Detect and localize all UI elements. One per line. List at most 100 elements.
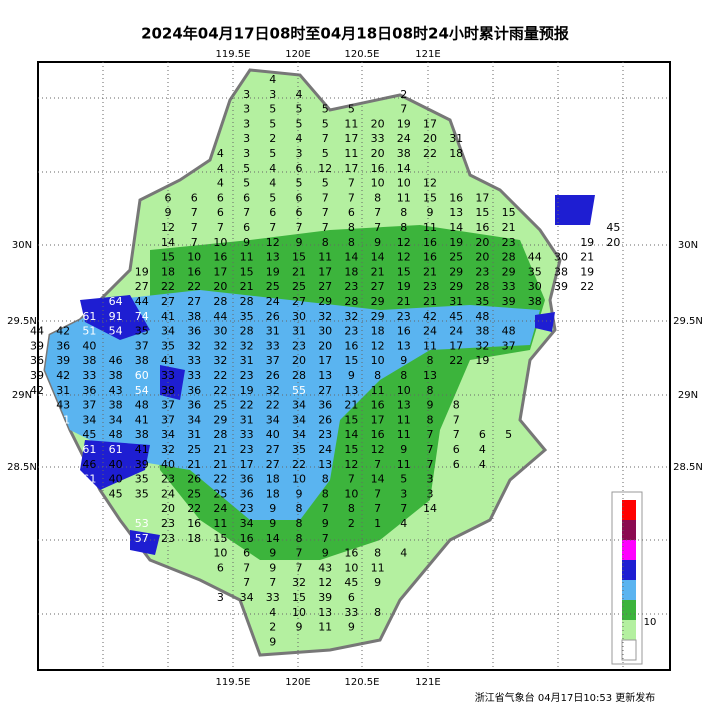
rain-value: 9: [322, 517, 329, 530]
rain-value: 5: [400, 473, 407, 486]
rain-value: 19: [580, 236, 594, 249]
rain-value: 34: [292, 428, 306, 441]
rain-value: 15: [344, 413, 358, 426]
rain-value: 16: [213, 251, 227, 264]
rain-value: 7: [374, 206, 381, 219]
rain-value: 30: [213, 325, 227, 338]
rain-value: 16: [371, 162, 385, 175]
rain-value: 7: [269, 576, 276, 589]
rain-value: 43: [109, 384, 123, 397]
rain-value: 5: [348, 103, 355, 116]
rain-value: 32: [213, 339, 227, 352]
rain-value: 4: [296, 88, 303, 101]
rain-value: 10: [371, 177, 385, 190]
rain-value: 3: [296, 147, 303, 160]
rain-value: 51: [56, 413, 70, 426]
rain-value: 37: [502, 339, 516, 352]
rain-value: 91: [109, 310, 123, 323]
lon-label: 120E: [285, 677, 310, 688]
lat-label: 29.5N: [7, 316, 37, 327]
rain-value: 8: [453, 399, 460, 412]
rain-value: 36: [240, 473, 254, 486]
rain-value: 22: [580, 280, 594, 293]
rain-value: 7: [296, 221, 303, 234]
rain-value: 17: [240, 458, 254, 471]
rain-value: 11: [213, 517, 227, 530]
rain-value: 12: [344, 458, 358, 471]
rain-value: 8: [400, 369, 407, 382]
rain-value: 3: [243, 117, 250, 130]
rain-value: 5: [269, 117, 276, 130]
rain-value: 36: [240, 487, 254, 500]
rain-value: 38: [187, 310, 201, 323]
rain-value: 16: [344, 547, 358, 560]
rain-value: 14: [266, 532, 280, 545]
rain-value: 7: [191, 221, 198, 234]
rain-value: 22: [292, 458, 306, 471]
lon-label: 121E: [415, 49, 440, 60]
rain-value: 24: [266, 295, 280, 308]
rain-value: 7: [348, 473, 355, 486]
rain-value: 22: [213, 369, 227, 382]
rain-value: 15: [475, 206, 489, 219]
legend-swatch: [622, 600, 636, 620]
rain-value: 39: [554, 280, 568, 293]
rain-value: 6: [243, 547, 250, 560]
rain-value: 24: [423, 325, 437, 338]
rain-value: 44: [528, 251, 542, 264]
rain-value: 6: [479, 428, 486, 441]
rain-value: 21: [580, 251, 594, 264]
rain-value: 53: [135, 517, 149, 530]
rain-value: 16: [187, 265, 201, 278]
rain-value: 14: [344, 428, 358, 441]
rain-value: 7: [322, 132, 329, 145]
rain-value: 6: [453, 458, 460, 471]
rain-value: 9: [269, 635, 276, 648]
rain-value: 44: [213, 310, 227, 323]
rain-value: 24: [318, 443, 332, 456]
rain-value: 37: [135, 339, 149, 352]
rain-value: 10: [397, 384, 411, 397]
rain-value: 21: [423, 295, 437, 308]
rain-value: 1: [374, 517, 381, 530]
rain-value: 34: [161, 428, 175, 441]
rain-value: 3: [243, 147, 250, 160]
rain-value: 9: [269, 517, 276, 530]
rain-value: 8: [400, 221, 407, 234]
rain-value: 23: [161, 532, 175, 545]
lon-label: 119.5E: [216, 49, 251, 60]
rain-value: 33: [266, 339, 280, 352]
rain-value: 21: [371, 265, 385, 278]
lon-label: 121E: [415, 677, 440, 688]
rain-value: 16: [449, 191, 463, 204]
rain-value: 32: [318, 310, 332, 323]
rain-value: 34: [187, 413, 201, 426]
rain-value: 5: [269, 147, 276, 160]
rain-value: 7: [243, 206, 250, 219]
rain-value: 61: [82, 310, 96, 323]
rain-value: 16: [371, 428, 385, 441]
rain-value: 19: [266, 265, 280, 278]
rain-value: 7: [296, 561, 303, 574]
rain-value: 34: [240, 591, 254, 604]
rain-value: 9: [269, 502, 276, 515]
rain-value: 4: [296, 132, 303, 145]
rain-value: 9: [269, 561, 276, 574]
rain-value: 31: [240, 413, 254, 426]
rain-value: 23: [161, 473, 175, 486]
rain-value: 18: [266, 487, 280, 500]
rain-value: 21: [502, 221, 516, 234]
rain-value: 18: [187, 532, 201, 545]
rain-value: 20: [475, 236, 489, 249]
rain-value: 41: [135, 413, 149, 426]
rain-value: 6: [296, 162, 303, 175]
rain-value: 4: [400, 547, 407, 560]
rain-value: 4: [479, 458, 486, 471]
rain-value: 15: [213, 532, 227, 545]
rain-value: 65: [606, 191, 620, 204]
rain-value: 9: [269, 547, 276, 560]
rain-value: 20: [475, 251, 489, 264]
rain-value: 38: [397, 147, 411, 160]
rain-value: 17: [475, 191, 489, 204]
